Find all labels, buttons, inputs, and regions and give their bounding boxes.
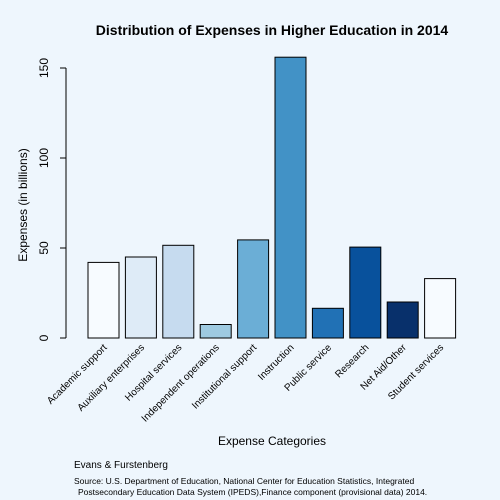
y-tick-label: 50 <box>37 241 51 255</box>
y-tick-label: 100 <box>37 148 51 168</box>
bar <box>87 261 120 339</box>
x-tick-label: Institutional support <box>190 342 259 411</box>
y-tick-label: 0 <box>37 334 51 341</box>
y-tick-label: 150 <box>37 58 51 78</box>
source-line-1: Source: U.S. Department of Education, Na… <box>74 476 414 486</box>
bar <box>162 244 195 339</box>
bar <box>349 246 382 339</box>
bar <box>237 239 270 339</box>
y-axis: 0 50 100 150 <box>37 58 67 341</box>
x-tick-label: Research <box>333 342 371 380</box>
source-line-2: Postsecondary Education Data System (IPE… <box>78 487 427 497</box>
bar <box>274 56 307 339</box>
x-tick-label: Auxiliary enterprises <box>76 342 147 413</box>
bar-series <box>87 56 457 339</box>
bar <box>311 307 344 339</box>
bar <box>199 324 232 339</box>
x-axis-label: Expense Categories <box>218 434 326 448</box>
credit-text: Evans & Furstenberg <box>74 460 168 471</box>
chart-title: Distribution of Expenses in Higher Educa… <box>96 22 449 38</box>
bar <box>424 278 457 339</box>
bar <box>124 256 157 339</box>
bar <box>386 301 419 339</box>
y-axis-label: Expenses (in billions) <box>16 148 30 261</box>
